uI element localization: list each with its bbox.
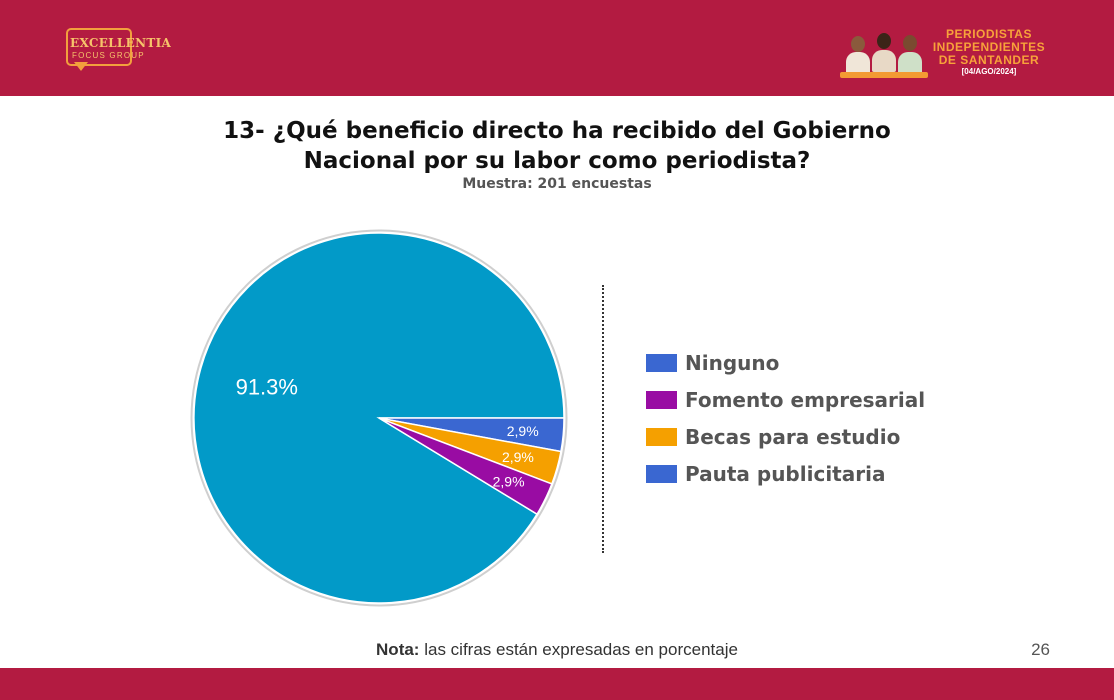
page-number: 26 (1031, 640, 1050, 659)
logo-subword: FOCUS GROUP (72, 51, 145, 60)
legend-label: Becas para estudio (685, 424, 901, 449)
pie-data-label: 91.3% (236, 375, 298, 400)
footer-note: Nota: las cifras están expresadas en por… (307, 640, 807, 660)
journalists-illustration-icon (840, 22, 928, 78)
periodistas-logo: PERIODISTAS INDEPENDIENTES DE SANTANDER … (840, 22, 1060, 82)
note-text: las cifras están expresadas en porcentaj… (419, 640, 738, 659)
excellentia-logo: EXCELLENTIA FOCUS GROUP (66, 28, 171, 76)
footer-bar (0, 668, 1114, 700)
dotted-divider (602, 285, 604, 553)
note-bold: Nota: (376, 640, 420, 659)
logo-word: EXCELLENTIA (70, 36, 172, 50)
legend-item-ninguno: Ninguno (646, 344, 925, 381)
chart-legend: Ninguno Fomento empresarial Becas para e… (646, 344, 925, 492)
logo-line-1: PERIODISTAS (946, 27, 1032, 41)
logo-date: [04/AGO/2024] (961, 67, 1017, 76)
legend-swatch (646, 427, 677, 446)
legend-item-becas-para-estudio: Becas para estudio (646, 418, 925, 455)
chart-title-line-1: 13- ¿Qué beneficio directo ha recibido d… (223, 118, 891, 144)
pie-data-label: 2,9% (502, 449, 534, 465)
legend-swatch (646, 353, 677, 372)
pie-slice-ninguno (193, 232, 565, 604)
legend-label: Fomento empresarial (685, 387, 926, 412)
chart-title-line-2: Nacional por su labor como periodista? (303, 148, 811, 174)
logo-line-3: DE SANTANDER (938, 53, 1040, 67)
legend-swatch (646, 464, 677, 483)
logo-bubble-tail-icon (74, 62, 88, 71)
header-bar (0, 0, 1114, 96)
chart-title: 13- ¿Qué beneficio directo ha recibido d… (157, 116, 957, 176)
legend-label: Pauta publicitaria (685, 461, 886, 486)
legend-swatch (646, 390, 677, 409)
chart-subtitle: Muestra: 201 encuestas (462, 176, 652, 192)
legend-item-fomento-empresarial: Fomento empresarial (646, 381, 925, 418)
pie-slice-fomento-empresarial (378, 417, 553, 516)
pie-data-label: 2,9% (507, 423, 539, 439)
logo-speech-bubble-icon (66, 28, 132, 66)
pie-data-label: 2,9% (493, 473, 525, 489)
logo-line-2: INDEPENDIENTES (932, 40, 1046, 54)
legend-label: Ninguno (685, 350, 780, 375)
legend-item-pauta-publicitaria: Pauta publicitaria (646, 455, 925, 492)
